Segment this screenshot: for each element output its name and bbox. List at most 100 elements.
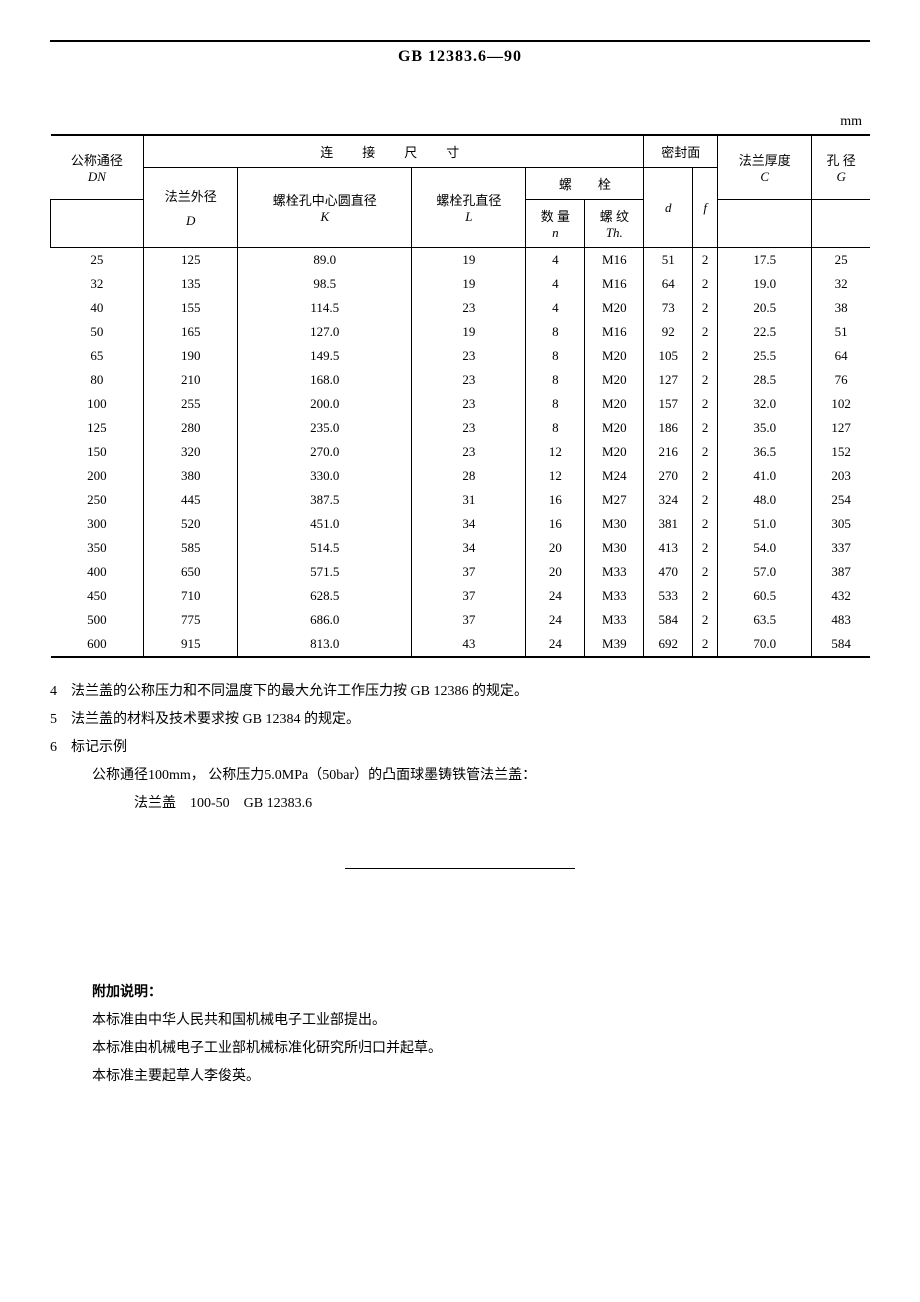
addendum-l2: 本标准由机械电子工业部机械标准化研究所归口并起草。 (92, 1035, 870, 1063)
table-cell: 2 (693, 584, 718, 608)
table-cell: 203 (812, 464, 870, 488)
table-cell: 100 (51, 392, 144, 416)
table-cell: 125 (144, 248, 238, 273)
table-cell: 4 (526, 248, 585, 273)
table-cell: 17.5 (718, 248, 812, 273)
table-cell: 28 (412, 464, 526, 488)
table-cell: 64 (644, 272, 693, 296)
note-6: 6 标记示例 (50, 734, 870, 762)
table-cell: 48.0 (718, 488, 812, 512)
table-cell: 25 (51, 248, 144, 273)
table-cell: 149.5 (238, 344, 412, 368)
table-cell: 710 (144, 584, 238, 608)
table-cell: M20 (585, 440, 644, 464)
table-row: 350585514.53420M30413254.0337 (51, 536, 871, 560)
table-cell: 50 (51, 320, 144, 344)
table-cell: 270.0 (238, 440, 412, 464)
col-c: 法兰厚度 C (718, 135, 812, 200)
separator-line (345, 868, 575, 869)
table-cell: 25 (812, 248, 870, 273)
col-d-outer: 法兰外径 D (144, 168, 238, 248)
table-row: 100255200.0238M20157232.0102 (51, 392, 871, 416)
table-cell: 254 (812, 488, 870, 512)
table-cell: 32.0 (718, 392, 812, 416)
table-cell: 387 (812, 560, 870, 584)
table-cell: 200 (51, 464, 144, 488)
table-cell: 34 (412, 512, 526, 536)
table-row: 40155114.5234M2073220.538 (51, 296, 871, 320)
table-cell: 70.0 (718, 632, 812, 657)
table-row: 500775686.03724M33584263.5483 (51, 608, 871, 632)
table-cell: 2 (693, 248, 718, 273)
table-row: 150320270.02312M20216236.5152 (51, 440, 871, 464)
table-cell: 584 (812, 632, 870, 657)
col-n: 数 量 n (526, 200, 585, 248)
table-cell: 337 (812, 536, 870, 560)
addendum-l1: 本标准由中华人民共和国机械电子工业部提出。 (92, 1007, 870, 1035)
table-cell: 216 (644, 440, 693, 464)
col-seal-f: f (693, 168, 718, 248)
note-5: 5 法兰盖的材料及技术要求按 GB 12384 的规定。 (50, 706, 870, 734)
table-cell: 571.5 (238, 560, 412, 584)
table-cell: 2 (693, 368, 718, 392)
table-cell: 32 (812, 272, 870, 296)
table-cell: 8 (526, 392, 585, 416)
table-row: 400650571.53720M33470257.0387 (51, 560, 871, 584)
table-cell: 41.0 (718, 464, 812, 488)
table-cell: 8 (526, 320, 585, 344)
col-k: 螺栓孔中心圆直径 K (238, 168, 412, 248)
table-row: 50165127.0198M1692222.551 (51, 320, 871, 344)
table-row: 3213598.5194M1664219.032 (51, 272, 871, 296)
note-4: 4 法兰盖的公称压力和不同温度下的最大允许工作压力按 GB 12386 的规定。 (50, 678, 870, 706)
addendum-l3: 本标准主要起草人李俊英。 (92, 1063, 870, 1091)
table-cell: 22.5 (718, 320, 812, 344)
table-cell: 628.5 (238, 584, 412, 608)
table-cell: 25.5 (718, 344, 812, 368)
table-cell: 51 (644, 248, 693, 273)
table-cell: 2 (693, 344, 718, 368)
table-cell: 483 (812, 608, 870, 632)
col-g: 孔 径 G (812, 135, 870, 200)
table-cell: 324 (644, 488, 693, 512)
table-row: 125280235.0238M20186235.0127 (51, 416, 871, 440)
table-cell: 38 (812, 296, 870, 320)
table-cell: 2 (693, 536, 718, 560)
table-cell: M16 (585, 320, 644, 344)
table-cell: 125 (51, 416, 144, 440)
table-cell: 2 (693, 416, 718, 440)
table-cell: 57.0 (718, 560, 812, 584)
col-seal-d: d (644, 168, 693, 248)
table-row: 450710628.53724M33533260.5432 (51, 584, 871, 608)
table-cell: 63.5 (718, 608, 812, 632)
table-cell: 470 (644, 560, 693, 584)
unit-label: mm (50, 114, 870, 130)
table-row: 300520451.03416M30381251.0305 (51, 512, 871, 536)
table-cell: 23 (412, 296, 526, 320)
table-cell: 381 (644, 512, 693, 536)
table-cell: 445 (144, 488, 238, 512)
table-cell: 51 (812, 320, 870, 344)
table-cell: 23 (412, 344, 526, 368)
table-cell: 4 (526, 272, 585, 296)
blank-g (812, 200, 870, 248)
table-cell: 813.0 (238, 632, 412, 657)
table-cell: 40 (51, 296, 144, 320)
table-cell: 127 (644, 368, 693, 392)
table-cell: 270 (644, 464, 693, 488)
table-cell: M39 (585, 632, 644, 657)
addendum-section: 附加说明： 本标准由中华人民共和国机械电子工业部提出。 本标准由机械电子工业部机… (50, 979, 870, 1091)
table-cell: 2 (693, 272, 718, 296)
table-cell: M20 (585, 344, 644, 368)
table-cell: 19 (412, 272, 526, 296)
table-cell: 450 (51, 584, 144, 608)
blank-c (718, 200, 812, 248)
table-cell: 76 (812, 368, 870, 392)
table-cell: 2 (693, 320, 718, 344)
table-cell: 16 (526, 512, 585, 536)
k-sym: K (242, 209, 407, 225)
table-row: 200380330.02812M24270241.0203 (51, 464, 871, 488)
table-cell: 250 (51, 488, 144, 512)
dimension-table: 公称通径 DN 连 接 尺 寸 密封面 法兰厚度 C 孔 径 G 法兰外径 D … (50, 134, 870, 658)
table-cell: 4 (526, 296, 585, 320)
table-cell: 89.0 (238, 248, 412, 273)
